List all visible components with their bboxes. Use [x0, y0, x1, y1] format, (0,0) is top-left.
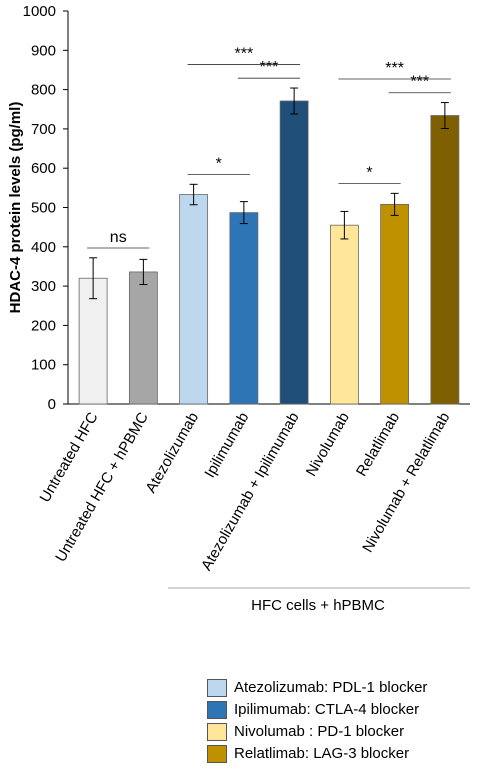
bar [380, 203, 410, 405]
bar [329, 224, 359, 405]
legend-item: Ipilimumab: CTLA-4 blocker [207, 699, 427, 721]
y-tick-label: 1000 [23, 3, 56, 20]
bar [279, 100, 309, 405]
y-tick-label: 0 [48, 396, 56, 413]
bar [128, 271, 158, 405]
category-label: Untreated HFC + hPBMC [52, 409, 152, 565]
category-label: Atezolizumab + Ipilimumab [198, 410, 303, 574]
legend-swatch [207, 701, 227, 719]
y-tick-label: 500 [31, 200, 56, 217]
significance-label: * [366, 165, 372, 182]
legend-swatch [207, 745, 227, 763]
legend-label: Relatlimab: LAG-3 blocker [234, 745, 410, 762]
significance-label: ns [110, 229, 127, 246]
legend-label: Nivolumab : PD-1 blocker [234, 723, 405, 740]
significance-label: * [216, 155, 222, 172]
y-tick-label: 200 [31, 317, 56, 334]
significance-annotations: ns************** [87, 45, 451, 249]
category-label: Nivolumab [303, 410, 353, 480]
bar [430, 115, 460, 405]
y-tick-label: 300 [31, 278, 56, 295]
chart-axes: 0 100 200 300 400 500 600 700 800 900 1000 HDAC-4 p… [7, 3, 470, 589]
chart-bars [78, 87, 460, 405]
significance-label: *** [235, 45, 254, 62]
legend-item: Relatlimab: LAG-3 blocker [207, 743, 427, 765]
legend-item: Atezolizumab: PDL-1 blocker [207, 677, 427, 699]
legend-swatch [207, 679, 227, 697]
significance-label: *** [260, 59, 279, 76]
legend-label: Ipilimumab: CTLA-4 blocker [234, 701, 420, 718]
y-axis-title: HDAC-4 protein levels (pg/ml) [7, 102, 24, 314]
y-tick-label: 400 [31, 239, 56, 256]
y-tick-label: 600 [31, 160, 56, 177]
y-tick-label: 900 [31, 42, 56, 59]
y-tick-label: 700 [31, 121, 56, 138]
legend-item: Nivolumab : PD-1 blocker [207, 721, 427, 743]
bar [179, 194, 209, 405]
category-label: Ipilimumab [201, 410, 252, 481]
category-label: Relatlimab [353, 410, 403, 480]
legend: Atezolizumab: PDL-1 blocker Ipilimumab: … [207, 677, 427, 765]
bar [229, 212, 259, 405]
legend-label: Atezolizumab: PDL-1 blocker [234, 679, 428, 696]
y-tick-label: 800 [31, 82, 56, 99]
category-label: Atezolizumab [142, 410, 202, 496]
y-tick-label: 100 [31, 357, 56, 374]
legend-swatch [207, 723, 227, 741]
significance-label: *** [410, 74, 429, 91]
category-label: Nivolumab + Relatlimab [359, 410, 453, 556]
group-label: HFC cells + hPBMC [251, 597, 385, 614]
significance-label: *** [385, 60, 404, 77]
